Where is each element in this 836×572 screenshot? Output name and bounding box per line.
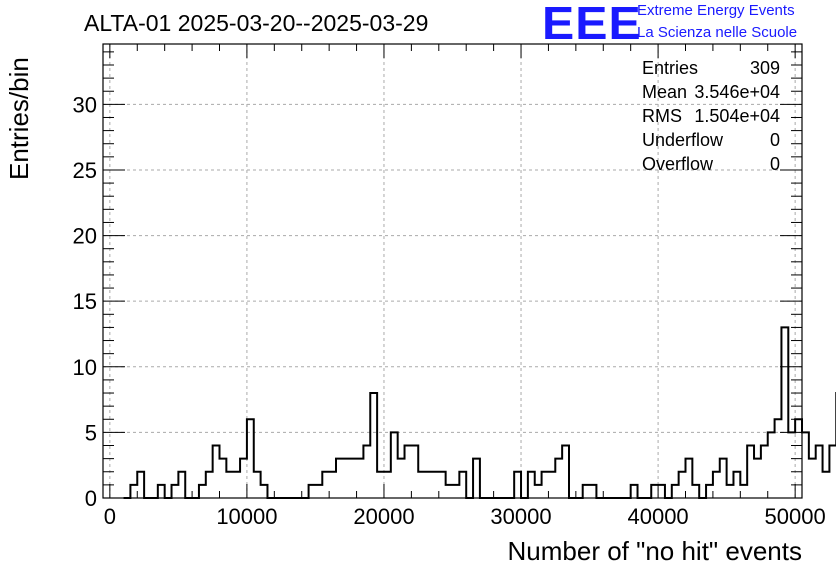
stat-name: Entries — [642, 58, 699, 78]
stat-name: Underflow — [642, 130, 724, 150]
stat-name: Mean — [642, 82, 688, 102]
y-tick-label: 20 — [73, 224, 97, 249]
stats-box: Entries 309 Mean 3.546e+04 RMS 1.504e+04… — [642, 58, 780, 178]
x-tick-label: 0 — [104, 504, 116, 529]
stat-row-rms: RMS 1.504e+04 — [642, 106, 780, 130]
x-tick-label: 40000 — [627, 504, 688, 529]
stat-row-underflow: Underflow 0 — [642, 130, 780, 154]
tick-labels: 0 10000 20000 30000 40000 50000 0 5 10 15 20 25 30 — [73, 92, 826, 529]
y-tick-label: 0 — [85, 486, 97, 511]
x-tick-label: 50000 — [765, 504, 826, 529]
stat-row-mean: Mean 3.546e+04 — [642, 82, 780, 106]
stat-value: 309 — [749, 58, 780, 78]
x-tick-label: 20000 — [353, 504, 414, 529]
x-tick-label: 10000 — [216, 504, 277, 529]
x-tick-label: 30000 — [490, 504, 551, 529]
y-axis-label: Entries/bin — [4, 57, 34, 180]
y-tick-label: 5 — [85, 420, 97, 445]
y-tick-label: 25 — [73, 158, 97, 183]
eee-logo: EEE — [542, 0, 642, 49]
stat-name: Overflow — [642, 154, 714, 174]
stat-value: 0 — [769, 154, 780, 174]
y-tick-label: 15 — [73, 289, 97, 314]
stat-row-overflow: Overflow 0 — [642, 154, 780, 178]
stat-value: 1.504e+04 — [694, 106, 780, 126]
eee-logo-line1: Extreme Energy Events — [637, 2, 795, 19]
stat-value: 3.546e+04 — [694, 82, 780, 102]
y-tick-label: 10 — [73, 355, 97, 380]
eee-logo-line2: La Scienza nelle Scuole — [637, 24, 798, 41]
stat-value: 0 — [769, 130, 780, 150]
stat-name: RMS — [642, 106, 682, 126]
chart-title: ALTA-01 2025-03-20--2025-03-29 — [84, 10, 429, 36]
y-tick-label: 30 — [73, 92, 97, 117]
stat-row-entries: Entries 309 — [642, 58, 780, 82]
plot-frame — [102, 43, 803, 499]
x-axis-label: Number of "no hit" events — [507, 536, 803, 566]
histogram-line — [123, 326, 836, 499]
